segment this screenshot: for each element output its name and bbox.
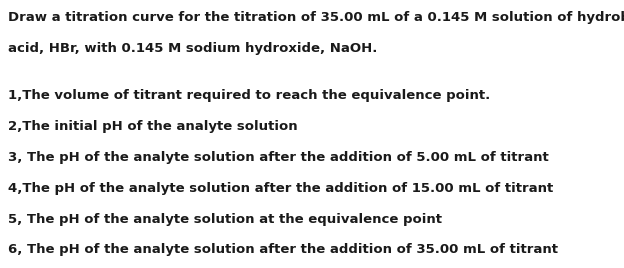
Text: 6, The pH of the analyte solution after the addition of 35.00 mL of titrant: 6, The pH of the analyte solution after … [8, 243, 558, 256]
Text: 1,The volume of titrant required to reach the equivalence point.: 1,The volume of titrant required to reac… [8, 89, 490, 102]
Text: acid, HBr, with 0.145 M sodium hydroxide, NaOH.: acid, HBr, with 0.145 M sodium hydroxide… [8, 42, 378, 55]
Text: Draw a titration curve for the titration of 35.00 mL of a 0.145 M solution of hy: Draw a titration curve for the titration… [8, 11, 624, 24]
Text: 3, The pH of the analyte solution after the addition of 5.00 mL of titrant: 3, The pH of the analyte solution after … [8, 151, 549, 164]
Text: 2,The initial pH of the analyte solution: 2,The initial pH of the analyte solution [8, 120, 298, 133]
Text: 5, The pH of the analyte solution at the equivalence point: 5, The pH of the analyte solution at the… [8, 213, 442, 226]
Text: 4,The pH of the analyte solution after the addition of 15.00 mL of titrant: 4,The pH of the analyte solution after t… [8, 182, 553, 195]
